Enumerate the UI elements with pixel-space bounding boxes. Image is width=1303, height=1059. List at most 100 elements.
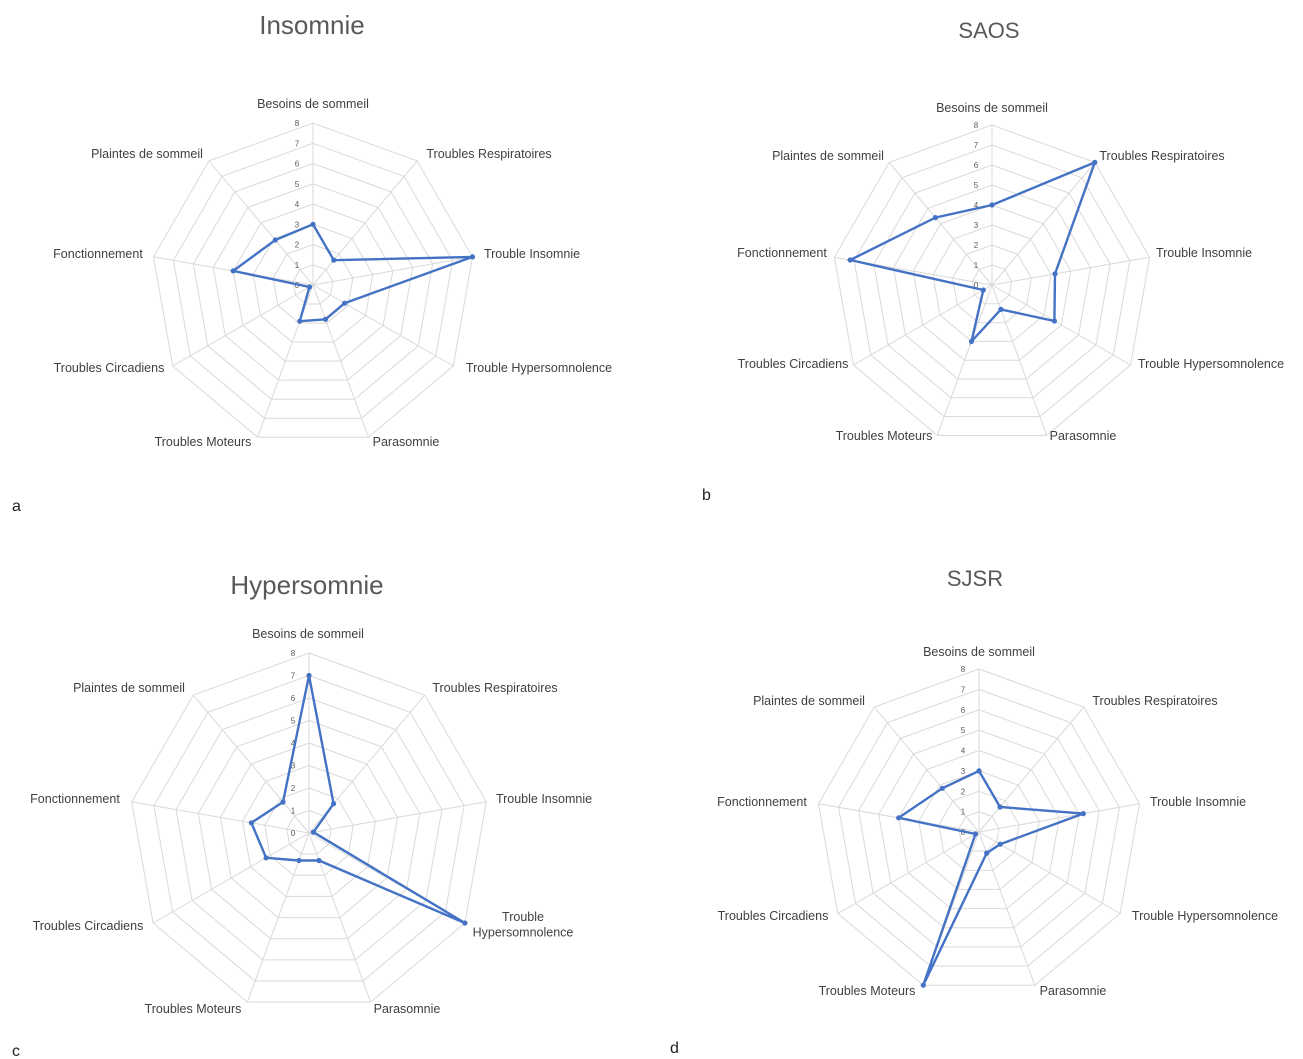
tick-label: 3	[291, 762, 296, 771]
category-label-troubles-circadiens: Troubles Circadiens	[718, 909, 829, 923]
data-point-trouble-hypersomnolence	[997, 841, 1003, 847]
category-label-trouble-hypersomnolence: Trouble Hypersomnolence	[466, 361, 612, 375]
data-point-besoins-de-sommeil	[976, 768, 982, 774]
grid-ring	[918, 770, 1040, 890]
tick-label: 1	[974, 261, 979, 270]
tick-label: 2	[291, 784, 296, 793]
grid-spoke	[312, 284, 454, 367]
grid-spoke	[936, 284, 993, 436]
radar-chart-saos: SAOS 0 1 2 3 4 5 6 7 8 Besoins de sommeil Troubles …	[737, 18, 1284, 443]
grid-ring	[971, 264, 1013, 305]
grid-spoke	[978, 803, 1140, 833]
category-label-plaintes-de-sommeil: Plaintes de sommeil	[772, 149, 884, 163]
grid-ring	[272, 243, 354, 324]
tick-label: 7	[295, 139, 300, 148]
tick-label: 1	[291, 807, 296, 816]
grid-spoke	[312, 160, 418, 286]
category-label-troubles-respiratoires: Troubles Respiratoires	[1099, 149, 1224, 163]
data-point-trouble-hypersomnolence	[342, 300, 348, 306]
category-label-besoins-de-sommeil: Besoins de sommeil	[252, 627, 364, 641]
data-point-parasomnie	[322, 316, 329, 322]
data-point-troubles-respiratoires	[1092, 159, 1098, 165]
category-label-besoins-de-sommeil: Besoins de sommeil	[936, 101, 1048, 115]
category-label-fonctionnement: Fonctionnement	[737, 246, 827, 260]
data-point-troubles-respiratoires	[997, 804, 1003, 810]
grid-ring	[833, 124, 1151, 436]
data-point-parasomnie	[998, 306, 1004, 312]
tick-label: 3	[961, 767, 966, 776]
grid-ring	[837, 688, 1121, 967]
category-label-trouble-insomnie: Trouble Insomnie	[484, 247, 580, 261]
tick-label: 4	[974, 201, 979, 210]
tick-label: 4	[295, 200, 300, 209]
panel-letter-c: c	[12, 1043, 20, 1059]
chart-title: Insomnie	[259, 10, 365, 40]
category-label-troubles-circadiens: Troubles Circadiens	[738, 357, 849, 371]
tick-label: 0	[291, 829, 296, 838]
panel-letter-b: b	[702, 487, 711, 504]
tick-label: 2	[974, 241, 979, 250]
grid-spoke	[172, 284, 314, 367]
data-point-trouble-hypersomnolence	[1051, 318, 1057, 324]
category-label-besoins-de-sommeil: Besoins de sommeil	[923, 645, 1035, 659]
category-label-plaintes-de-sommeil: Plaintes de sommeil	[753, 694, 865, 708]
grid-ring	[152, 122, 474, 438]
grid-ring	[192, 162, 434, 400]
category-label-trouble-hypersomnolence: Trouble Hypersomnolence	[473, 910, 574, 940]
tick-label: 5	[961, 726, 966, 735]
grid-ring	[892, 184, 1092, 380]
category-label-fonctionnement: Fonctionnement	[717, 795, 807, 809]
grid-ring	[292, 264, 334, 305]
tick-label: 7	[961, 685, 966, 694]
radar-chart-hypersomnie: Hypersomnie 0 1 2 3 4 5 6 7 8 Besoins de sommeil Tr…	[30, 570, 592, 1016]
grid-spoke	[888, 162, 993, 286]
category-label-plaintes-de-sommeil: Plaintes de sommeil	[91, 147, 203, 161]
tick-label: 8	[291, 649, 296, 658]
grid-ring	[131, 652, 487, 1003]
tick-label: 2	[961, 787, 966, 796]
tick-label: 2	[295, 241, 300, 250]
grid-spoke	[131, 801, 310, 834]
tick-label: 7	[291, 672, 296, 681]
chart-title: Hypersomnie	[230, 570, 383, 600]
data-point-trouble-insomnie	[1052, 271, 1058, 277]
data-point-troubles-respiratoires	[331, 257, 337, 263]
grid-ring	[817, 668, 1141, 986]
grid-spoke	[978, 706, 1085, 833]
grid-ring	[958, 811, 1000, 852]
category-label-besoins-de-sommeil: Besoins de sommeil	[257, 97, 369, 111]
grid-spoke	[978, 831, 1036, 986]
category-label-troubles-circadiens: Troubles Circadiens	[54, 361, 165, 375]
data-point-troubles-moteurs	[968, 338, 975, 344]
grid-ring	[932, 224, 1052, 342]
data-point-plaintes-de-sommeil	[939, 785, 945, 791]
data-point-troubles-moteurs	[296, 857, 302, 864]
grid-ring	[898, 749, 1060, 910]
grid-ring	[252, 223, 374, 343]
category-label-parasomnie: Parasomnie	[1050, 429, 1117, 443]
category-label-plaintes-de-sommeil: Plaintes de sommeil	[73, 681, 185, 695]
series-line	[230, 222, 473, 323]
category-label-troubles-circadiens: Troubles Circadiens	[33, 919, 144, 933]
data-point-besoins-de-sommeil	[306, 672, 312, 679]
category-label-troubles-respiratoires: Troubles Respiratoires	[432, 681, 557, 695]
grid-ring	[219, 742, 399, 919]
data-point-fonctionnement	[230, 268, 236, 274]
grid-ring	[858, 709, 1100, 948]
category-label-fonctionnement: Fonctionnement	[53, 247, 143, 261]
data-point-troubles-circadiens	[263, 855, 269, 861]
grid-ring	[912, 204, 1072, 361]
grid-spoke	[978, 831, 1121, 914]
grid-ring	[952, 244, 1032, 324]
grid-ring	[286, 809, 332, 855]
category-label-troubles-respiratoires: Troubles Respiratoires	[1092, 694, 1217, 708]
grid-ring	[153, 674, 465, 982]
data-point-besoins-de-sommeil	[310, 221, 316, 227]
grid-ring	[241, 764, 377, 897]
grid-spoke	[837, 831, 980, 914]
grid-spoke	[312, 256, 473, 286]
tick-label: 6	[291, 694, 296, 703]
data-point-parasomnie	[984, 850, 990, 856]
grid-spoke	[991, 162, 1096, 286]
